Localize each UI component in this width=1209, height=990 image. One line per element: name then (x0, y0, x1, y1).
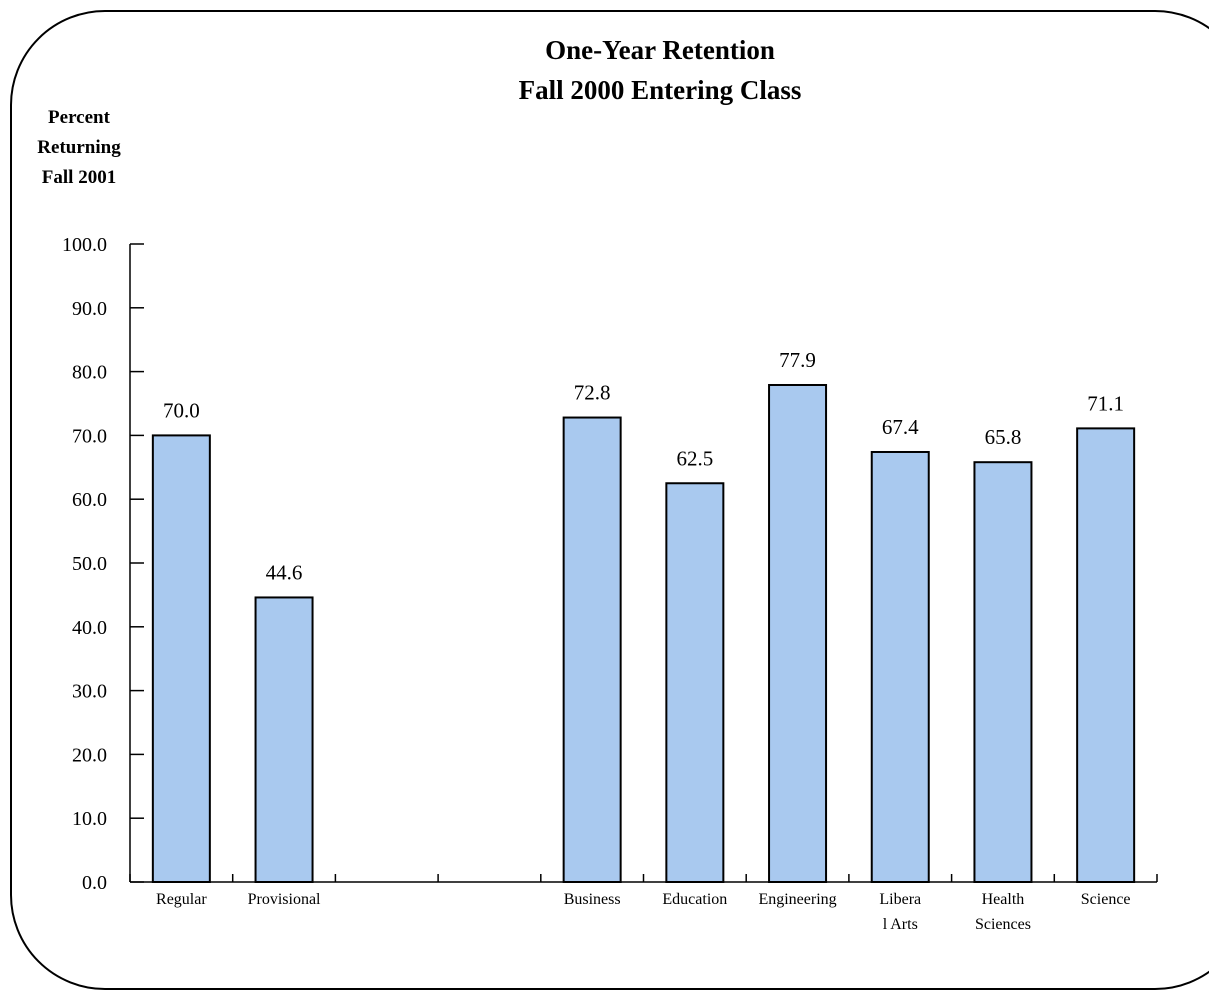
y-tick-label-0: 0.0 (82, 872, 107, 894)
labels-group: 70.0 44.6 72.8 62.5 77.9 67.4 65.8 71.1 0.0 10.0 2… (62, 234, 1131, 933)
bar-9 (1076, 427, 1136, 883)
y-axis-label-line-1: Percent (48, 107, 110, 128)
y-tick-label-3: 30.0 (72, 681, 107, 703)
bar-0 (151, 434, 211, 883)
y-tick-label-7: 70.0 (72, 425, 107, 447)
value-label-7: 67.4 (882, 415, 919, 439)
y-tick-label-10: 100.0 (62, 234, 107, 256)
value-label-8: 65.8 (985, 425, 1022, 449)
y-axis-label-line-3: Fall 2001 (41, 167, 117, 188)
category-label-0: Regular (156, 891, 207, 908)
y-axis-label-line-2: Returning (37, 137, 121, 158)
y-tick-label-2: 20.0 (72, 744, 107, 766)
bar-5 (665, 482, 725, 883)
chart-title: One-Year Retention Fall 2000 Entering Cl… (380, 30, 940, 110)
value-label-9: 71.1 (1087, 391, 1124, 415)
category-label-5: Education (662, 891, 727, 908)
category-label-6: Engineering (758, 891, 836, 908)
y-axis-label: Percent Returning Fall 2001 (20, 103, 138, 193)
y-tick-label-9: 90.0 (72, 298, 107, 320)
bar-chart: 70.0 44.6 72.8 62.5 77.9 67.4 65.8 71.1 0.0 10.0 2… (62, 234, 1158, 933)
category-label-4: Business (564, 891, 621, 908)
y-tick-label-5: 50.0 (72, 553, 107, 575)
bar-7 (870, 450, 930, 883)
bar-8 (973, 461, 1033, 883)
y-tick-label-6: 60.0 (72, 489, 107, 511)
category-label-8: Health Sciences (975, 891, 1031, 933)
category-label-9: Science (1081, 891, 1131, 908)
value-label-1: 44.6 (266, 560, 303, 584)
value-label-6: 77.9 (779, 348, 816, 372)
y-tick-label-8: 80.0 (72, 362, 107, 384)
category-label-7: Libera l Arts (879, 891, 921, 933)
value-label-0: 70.0 (163, 398, 200, 422)
y-tick-label-1: 10.0 (72, 808, 107, 830)
category-label-1: Provisional (248, 891, 321, 908)
value-label-4: 72.8 (574, 381, 611, 405)
bars-group (151, 383, 1136, 884)
bar-4 (562, 416, 622, 883)
bar-1 (254, 596, 314, 884)
chart-title-line-1: One-Year Retention (545, 35, 775, 65)
chart-title-line-2: Fall 2000 Entering Class (518, 75, 802, 105)
y-tick-label-4: 40.0 (72, 617, 107, 639)
value-label-5: 62.5 (676, 446, 713, 470)
bar-6 (768, 383, 828, 883)
axes-group (129, 243, 1158, 883)
